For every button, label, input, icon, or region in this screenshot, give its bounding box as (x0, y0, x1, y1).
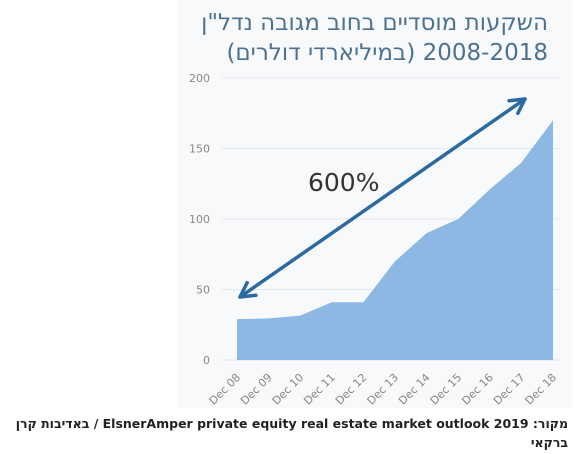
y-axis-ticks: 0 50 100 150 200 (189, 72, 210, 367)
arrow-head-upper (507, 97, 527, 116)
x-tick-label: Dec 15 (428, 371, 465, 408)
growth-arrow (238, 97, 527, 299)
y-tick-label: 150 (189, 143, 210, 156)
area-series (237, 120, 553, 360)
x-tick-label: Dec 14 (396, 371, 433, 408)
y-tick-label: 100 (189, 213, 210, 226)
y-tick-label: 0 (203, 354, 210, 367)
growth-annotation: 600% (308, 168, 379, 197)
x-tick-label: Dec 18 (523, 371, 560, 408)
y-tick-label: 200 (189, 72, 210, 85)
x-tick-label: Dec 10 (270, 371, 307, 408)
x-tick-label: Dec 17 (491, 371, 528, 408)
chart-title-line2: 2008-2018 (במיליארדי דולרים) (226, 40, 548, 66)
x-tick-label: Dec 13 (365, 371, 402, 408)
y-tick-label: 50 (196, 284, 210, 297)
source-caption: מקור: ElsnerAmper private equity real es… (15, 416, 568, 450)
x-tick-label: Dec 11 (301, 371, 338, 408)
growth-arrow-line (238, 97, 527, 299)
arrow-head-lower (238, 280, 258, 299)
x-tick-label: Dec 08 (207, 371, 244, 408)
x-tick-label: Dec 12 (333, 371, 370, 408)
x-tick-label: Dec 09 (238, 371, 275, 408)
chart-title: השקעות מוסדיים בחוב מגובה נדל"ן 2008-201… (178, 8, 548, 68)
x-tick-label: Dec 16 (459, 371, 496, 408)
chart-title-line1: השקעות מוסדיים בחוב מגובה נדל"ן (201, 10, 548, 36)
